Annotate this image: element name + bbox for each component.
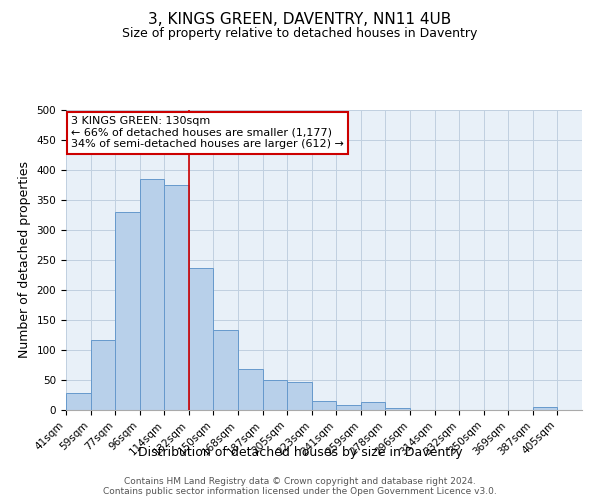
Bar — [238, 369, 263, 410]
Bar — [115, 212, 140, 410]
Text: 3 KINGS GREEN: 130sqm
← 66% of detached houses are smaller (1,177)
34% of semi-d: 3 KINGS GREEN: 130sqm ← 66% of detached … — [71, 116, 344, 149]
Text: Distribution of detached houses by size in Daventry: Distribution of detached houses by size … — [137, 446, 463, 459]
Bar — [91, 340, 115, 410]
Bar — [66, 393, 91, 410]
Text: Contains public sector information licensed under the Open Government Licence v3: Contains public sector information licen… — [103, 486, 497, 496]
Bar — [164, 185, 189, 410]
Text: Contains HM Land Registry data © Crown copyright and database right 2024.: Contains HM Land Registry data © Crown c… — [124, 476, 476, 486]
Bar — [385, 408, 410, 410]
Y-axis label: Number of detached properties: Number of detached properties — [18, 162, 31, 358]
Bar — [287, 382, 312, 410]
Bar — [140, 179, 164, 410]
Bar — [361, 402, 385, 410]
Bar — [533, 407, 557, 410]
Bar — [214, 330, 238, 410]
Text: 3, KINGS GREEN, DAVENTRY, NN11 4UB: 3, KINGS GREEN, DAVENTRY, NN11 4UB — [148, 12, 452, 28]
Bar — [336, 405, 361, 410]
Bar — [312, 401, 336, 410]
Text: Size of property relative to detached houses in Daventry: Size of property relative to detached ho… — [122, 28, 478, 40]
Bar — [263, 380, 287, 410]
Bar — [189, 268, 214, 410]
